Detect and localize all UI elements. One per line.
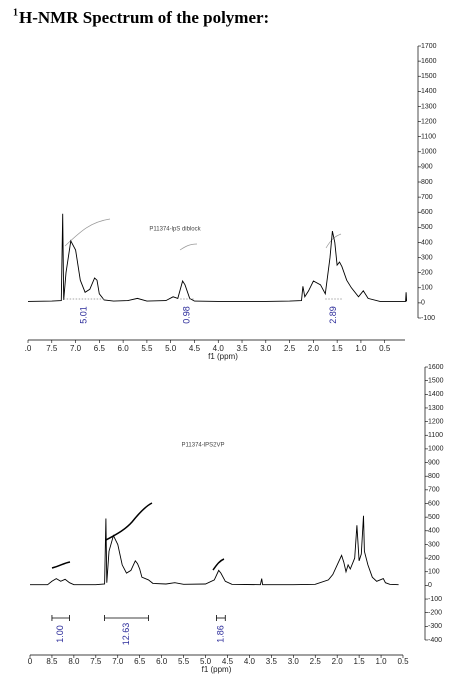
x-tick-label: 3.5 <box>236 344 248 353</box>
y-tick-label: 900 <box>421 164 433 171</box>
y-tick-label: 1600 <box>428 364 444 371</box>
x-tick-label: 6.5 <box>94 344 106 353</box>
y-tick-label: 300 <box>428 541 440 548</box>
y-tick-label: 1300 <box>421 103 437 110</box>
y-tick-label: 0 <box>428 582 432 589</box>
y-tick-label: 400 <box>428 528 440 535</box>
y-tick-label: 1200 <box>421 118 437 125</box>
y-tick-label: 600 <box>428 500 440 507</box>
title-superscript: 1 <box>13 7 18 18</box>
x-tick-label: 7.5 <box>46 344 58 353</box>
x-tick-label: 1.0 <box>355 344 367 353</box>
x-tick-label: 2.5 <box>284 344 296 353</box>
x-axis-label: f1 (ppm) <box>202 665 232 674</box>
integral-curve <box>212 558 225 571</box>
integration-curves <box>64 218 342 251</box>
x-tick-label: 2.0 <box>308 344 320 353</box>
y-tick-label: 1200 <box>428 418 444 425</box>
x-tick-label: 7.0 <box>70 344 82 353</box>
y-tick-label: 300 <box>421 254 433 261</box>
x-tick-label: 7.0 <box>112 657 124 666</box>
y-tick-label: 1000 <box>421 149 437 156</box>
y-tick-label: 800 <box>421 179 433 186</box>
y-tick-label: -100 <box>421 315 435 322</box>
y-tick-label: 700 <box>428 487 440 494</box>
y-tick-label: 1400 <box>421 88 437 95</box>
x-tick-label: 1.5 <box>354 657 366 666</box>
integral-label: 1.00 <box>55 625 65 643</box>
y-tick-label: 500 <box>421 224 433 231</box>
integral-curve <box>64 218 111 247</box>
annotation: P11374-lpS diblock <box>149 227 201 233</box>
y-tick-label: 1000 <box>428 446 444 453</box>
spectrum-line <box>30 515 399 586</box>
x-tick-label: 8.5 <box>46 657 58 666</box>
y-tick-label: 700 <box>421 194 433 201</box>
integral-label: 5.01 <box>78 306 88 324</box>
spectrum-line <box>27 213 408 302</box>
integral-label: 0.98 <box>182 306 192 324</box>
x-tick-label: 4.0 <box>213 344 225 353</box>
y-tick-label: -100 <box>428 596 442 603</box>
y-tick-label: 1600 <box>421 58 437 65</box>
x-tick-label: 3.0 <box>260 344 272 353</box>
y-tick-label: 800 <box>428 473 440 480</box>
x-tick-label: 1.0 <box>375 657 387 666</box>
x-tick-label: 0.5 <box>379 344 391 353</box>
x-tick-label: 5.5 <box>178 657 190 666</box>
x-tick-label: 3.5 <box>266 657 278 666</box>
x-tick-label: 4.5 <box>222 657 234 666</box>
y-tick-label: -200 <box>428 610 442 617</box>
integral-label: 1.86 <box>215 625 225 643</box>
integral-curve <box>179 243 198 251</box>
integral-label: 12.63 <box>121 623 131 646</box>
x-tick-label: 0 <box>28 657 33 666</box>
x-tick-label: 1.5 <box>332 344 344 353</box>
y-tick-label: 200 <box>428 555 440 562</box>
y-tick-label: 1100 <box>421 134 436 141</box>
x-tick-label: 2.0 <box>332 657 344 666</box>
y-tick-label: 600 <box>421 209 433 216</box>
x-tick-label: 4.5 <box>189 344 201 353</box>
x-axis-label: f1 (ppm) <box>208 352 238 361</box>
y-tick-label: 0 <box>421 300 425 307</box>
integral-label: 2.89 <box>328 306 338 324</box>
y-tick-label: 900 <box>428 459 440 466</box>
x-tick-label: 6.5 <box>134 657 146 666</box>
y-tick-label: 200 <box>421 270 433 277</box>
x-tick-label: 2.5 <box>310 657 322 666</box>
x-tick-label: 0.5 <box>397 657 409 666</box>
y-tick-label: 100 <box>421 285 433 292</box>
x-tick-label: 5.0 <box>200 657 212 666</box>
y-tick-label: 1300 <box>428 405 444 412</box>
y-tick-label: 500 <box>428 514 440 521</box>
y-tick-label: 1500 <box>428 377 444 384</box>
y-tick-label: 400 <box>421 239 433 246</box>
y-tick-label: 1500 <box>421 73 437 80</box>
x-tick-label: 5.0 <box>165 344 177 353</box>
y-tick-label: 100 <box>428 569 440 576</box>
x-tick-label: 6.0 <box>156 657 168 666</box>
y-tick-label: 1100 <box>428 432 443 439</box>
x-tick-label: 4.0 <box>244 657 256 666</box>
y-tick-label: 1400 <box>428 391 444 398</box>
title: H-NMR Spectrum of the polymer: <box>19 8 269 27</box>
y-tick-label: -300 <box>428 623 442 630</box>
integral-curve <box>105 502 153 541</box>
y-tick-label: 1700 <box>421 43 437 50</box>
integration-curves <box>51 502 225 571</box>
integral-curve <box>51 561 71 569</box>
x-tick-label: 8.0 <box>68 657 80 666</box>
x-tick-label: 7.5 <box>90 657 102 666</box>
annotation: P11374-lPS2VP <box>182 443 225 449</box>
x-tick-label: 6.0 <box>118 344 130 353</box>
x-tick-label: 5.5 <box>141 344 153 353</box>
x-tick-label: 3.0 <box>288 657 300 666</box>
y-tick-label: -400 <box>428 637 442 644</box>
x-tick-label: .0 <box>25 344 32 353</box>
